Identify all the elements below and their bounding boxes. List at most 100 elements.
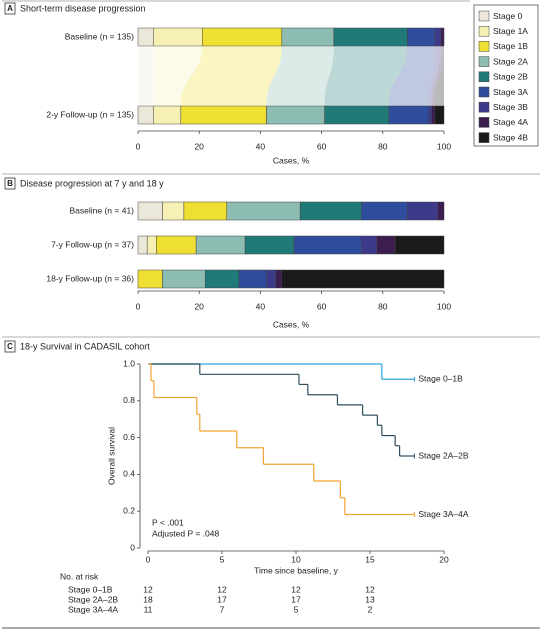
legend-swatch (478, 117, 490, 128)
panel-letter: C (7, 342, 13, 351)
risk-count: 11 (144, 604, 153, 614)
bar-segment (137, 27, 154, 47)
bar-segment (299, 201, 362, 221)
bar-segment (153, 105, 182, 125)
bar-segment (156, 235, 197, 255)
bar-segment (407, 201, 439, 221)
panel-letter: A (7, 4, 13, 13)
x-tick-label: 100 (437, 301, 451, 311)
bar-segment (162, 201, 185, 221)
bar-segment (376, 235, 396, 255)
risk-count: 17 (217, 594, 227, 604)
bar-segment (434, 27, 442, 47)
x-tick-label: 100 (437, 141, 451, 151)
flow (138, 46, 154, 106)
x-tick-label: 0 (136, 301, 141, 311)
bar-segment (275, 269, 283, 289)
bar-segment (226, 201, 301, 221)
x-axis-label: Cases, % (273, 319, 310, 329)
legend-label: Stage 1B (493, 41, 528, 51)
risk-count: 17 (291, 594, 301, 604)
legend-label: Stage 2B (493, 72, 528, 82)
legend-label: Stage 1A (493, 26, 528, 36)
x-tick-label: 80 (378, 141, 388, 151)
annotation: Adjusted P = .048 (152, 528, 219, 538)
bar-segment (281, 27, 335, 47)
bar-segment (153, 27, 203, 47)
risk-count: 7 (220, 604, 225, 614)
y-tick-label: 0.4 (123, 469, 135, 479)
bar-segment (137, 269, 163, 289)
x-tick-label: 0 (146, 554, 151, 564)
series-label: Stage 3A–4A (418, 509, 468, 519)
x-tick-label: 0 (136, 141, 141, 151)
legend-swatch (478, 41, 490, 52)
risk-table-title: No. at risk (60, 571, 99, 581)
bar-segment (137, 201, 163, 221)
x-tick-label: 20 (194, 301, 204, 311)
x-tick-label: 80 (378, 301, 388, 311)
x-tick-label: 40 (256, 301, 266, 311)
bar-segment (137, 105, 154, 125)
annotation: P < .001 (152, 517, 184, 527)
legend-swatch (478, 101, 490, 113)
bar-segment (324, 105, 390, 125)
bar-segment (361, 201, 408, 221)
panel-letter-box (4, 340, 16, 353)
legend-label: Stage 3A (493, 87, 528, 97)
bar-segment (180, 105, 267, 125)
legend-label: Stage 0 (493, 11, 523, 21)
legend-swatch (478, 71, 490, 83)
legend-label: Stage 2A (493, 56, 528, 66)
category-label: Baseline (n = 135) (65, 31, 134, 41)
bar-segment (244, 235, 295, 255)
legend-label: Stage 4B (493, 132, 528, 142)
flow (428, 46, 441, 106)
panel-letter-box (4, 177, 16, 190)
bar-segment (137, 235, 148, 255)
risk-count: 12 (291, 584, 301, 594)
y-tick-label: 1.0 (123, 358, 135, 368)
risk-count: 12 (143, 584, 153, 594)
risk-row-label: Stage 3A–4A (68, 604, 118, 614)
legend-swatch (478, 132, 490, 143)
legend-label: Stage 4A (493, 117, 528, 127)
y-tick-label: 0 (130, 542, 135, 552)
panel-letter: B (7, 179, 13, 188)
risk-count: 2 (368, 604, 373, 614)
x-axis-label: Time since baseline, y (254, 565, 339, 575)
legend-swatch (478, 10, 490, 22)
x-axis-label: Cases, % (273, 155, 310, 165)
legend-label: Stage 3B (493, 102, 528, 112)
risk-row-label: Stage 2A–2B (68, 594, 118, 604)
risk-count: 12 (365, 584, 375, 594)
bar-segment (428, 105, 433, 125)
flow (180, 46, 282, 106)
bar-segment (437, 201, 445, 221)
risk-count: 12 (217, 584, 227, 594)
legend-swatch (478, 56, 490, 67)
bar-segment (146, 235, 157, 255)
bar-segment (195, 235, 246, 255)
category-label: Baseline (n = 41) (70, 205, 135, 215)
bar-segment (183, 201, 227, 221)
bar-segment (431, 105, 436, 125)
flow (153, 46, 203, 106)
flow (388, 46, 435, 106)
risk-count: 5 (294, 604, 299, 614)
x-tick-label: 40 (256, 141, 266, 151)
flow (431, 46, 444, 106)
y-tick-label: 0.2 (123, 505, 135, 515)
bar-segment (293, 235, 362, 255)
x-tick-label: 15 (365, 554, 375, 564)
category-label: 18-y Follow-up (n = 36) (46, 273, 134, 283)
series-label: Stage 0–1B (418, 374, 463, 384)
bar-segment (266, 105, 325, 125)
x-tick-label: 5 (220, 554, 225, 564)
category-label: 2-y Follow-up (n = 135) (46, 109, 134, 119)
legend-swatch (478, 86, 490, 98)
risk-count: 13 (365, 594, 375, 604)
bar-segment (407, 27, 436, 47)
series-label: Stage 2A–2B (418, 450, 468, 460)
